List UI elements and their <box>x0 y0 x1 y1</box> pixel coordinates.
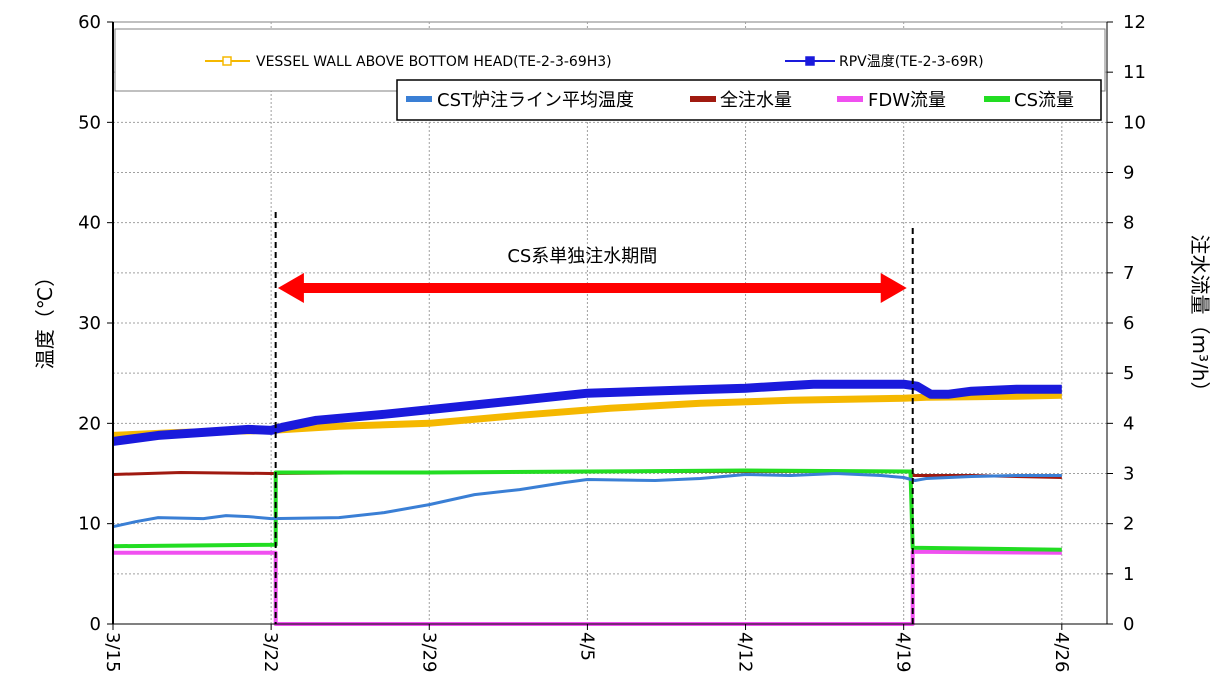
legend-top-label: RPV温度(TE-2-3-69R) <box>839 54 984 70</box>
annotation-arrow-left-head <box>277 273 304 303</box>
series-line <box>112 379 1062 446</box>
x-tick-label: 3/15 <box>102 632 123 672</box>
x-tick-label: 3/29 <box>418 632 439 672</box>
y-tick-label: 10 <box>78 514 101 535</box>
y-tick-label: 20 <box>78 413 101 434</box>
y-tick-label: 50 <box>78 112 101 133</box>
y2-tick-label: 11 <box>1123 62 1146 83</box>
legend-bottom-label: 全注水量 <box>720 90 792 111</box>
legend-bottom-box <box>396 79 1102 121</box>
period-markers <box>274 212 914 624</box>
y2-tick-label: 4 <box>1123 413 1134 434</box>
y-tick-label: 40 <box>78 213 101 234</box>
y-tick-label: 60 <box>78 12 101 33</box>
x-tick-label: 4/26 <box>1051 632 1072 672</box>
x-tick-label: 3/22 <box>260 632 281 672</box>
y-tick-label: 30 <box>78 313 101 334</box>
y2-tick-label: 9 <box>1123 163 1134 184</box>
y2-tick-label: 12 <box>1123 12 1146 33</box>
y2-tick-label: 3 <box>1123 464 1134 485</box>
y2-tick-label: 2 <box>1123 514 1134 535</box>
legend-top-marker <box>222 56 232 66</box>
y2-axis-title: 注水流量（m³/h） <box>1188 235 1212 402</box>
y-tick-label: 0 <box>90 614 101 635</box>
legend-bottom-label: CS流量 <box>1014 90 1074 111</box>
y2-tick-label: 5 <box>1123 363 1134 384</box>
legend-top-label: VESSEL WALL ABOVE BOTTOM HEAD(TE-2-3-69H… <box>256 54 612 70</box>
period-annotation: CS系単独注水期間 <box>277 246 907 303</box>
y2-tick-label: 6 <box>1123 313 1134 334</box>
y2-tick-label: 0 <box>1123 614 1134 635</box>
annotation-arrow-right-head <box>880 273 907 303</box>
legend-bottom-label: CST炉注ライン平均温度 <box>437 90 634 111</box>
y2-tick-label: 10 <box>1123 112 1146 133</box>
y-axis-title: 温度（℃） <box>33 267 57 369</box>
legend-bottom-label: FDW流量 <box>868 90 946 111</box>
x-tick-label: 4/5 <box>576 632 597 661</box>
grid-lines <box>112 21 1108 625</box>
legend: VESSEL WALL ABOVE BOTTOM HEAD(TE-2-3-69H… <box>114 28 1106 121</box>
x-tick-label: 4/19 <box>893 632 914 672</box>
y2-tick-label: 1 <box>1123 564 1134 585</box>
y2-tick-label: 7 <box>1123 263 1134 284</box>
y2-tick-label: 8 <box>1123 213 1134 234</box>
annotation-label: CS系単独注水期間 <box>507 246 657 267</box>
legend-top-marker <box>805 56 815 66</box>
x-tick-label: 4/12 <box>735 632 756 672</box>
